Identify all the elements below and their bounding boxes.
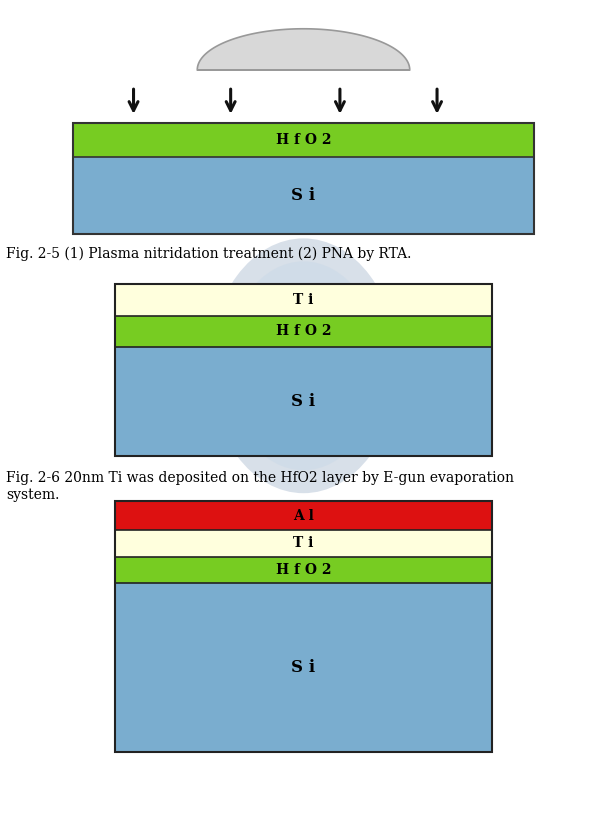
Text: S i: S i [291, 659, 316, 676]
Bar [115, 348, 492, 456]
Text: H f O 2: H f O 2 [276, 325, 331, 339]
Bar [115, 530, 492, 556]
Circle shape [226, 261, 381, 470]
Bar [73, 123, 534, 234]
Text: T i: T i [293, 537, 314, 551]
Circle shape [209, 238, 398, 493]
Text: H f O 2: H f O 2 [276, 563, 331, 577]
Polygon shape [197, 29, 410, 70]
Text: Fig. 2-6 20nm Ti was deposited on the HfO2 layer by E-gun evaporation: Fig. 2-6 20nm Ti was deposited on the Hf… [6, 471, 514, 485]
Bar [115, 316, 492, 348]
Text: S i: S i [291, 187, 316, 204]
Text: T i: T i [293, 293, 314, 307]
Text: A l: A l [293, 509, 314, 523]
Text: Fig. 2-5 (1) Plasma nitridation treatment (2) PNA by RTA.: Fig. 2-5 (1) Plasma nitridation treatmen… [6, 247, 412, 261]
Bar [115, 501, 492, 530]
Bar [115, 284, 492, 316]
Bar [115, 284, 492, 456]
Text: system.: system. [6, 488, 59, 502]
Text: H f O 2: H f O 2 [276, 133, 331, 147]
Bar [73, 156, 534, 234]
Bar [115, 583, 492, 752]
Bar [73, 123, 534, 156]
Bar [115, 556, 492, 583]
Bar [115, 501, 492, 752]
Text: S i: S i [291, 394, 316, 410]
